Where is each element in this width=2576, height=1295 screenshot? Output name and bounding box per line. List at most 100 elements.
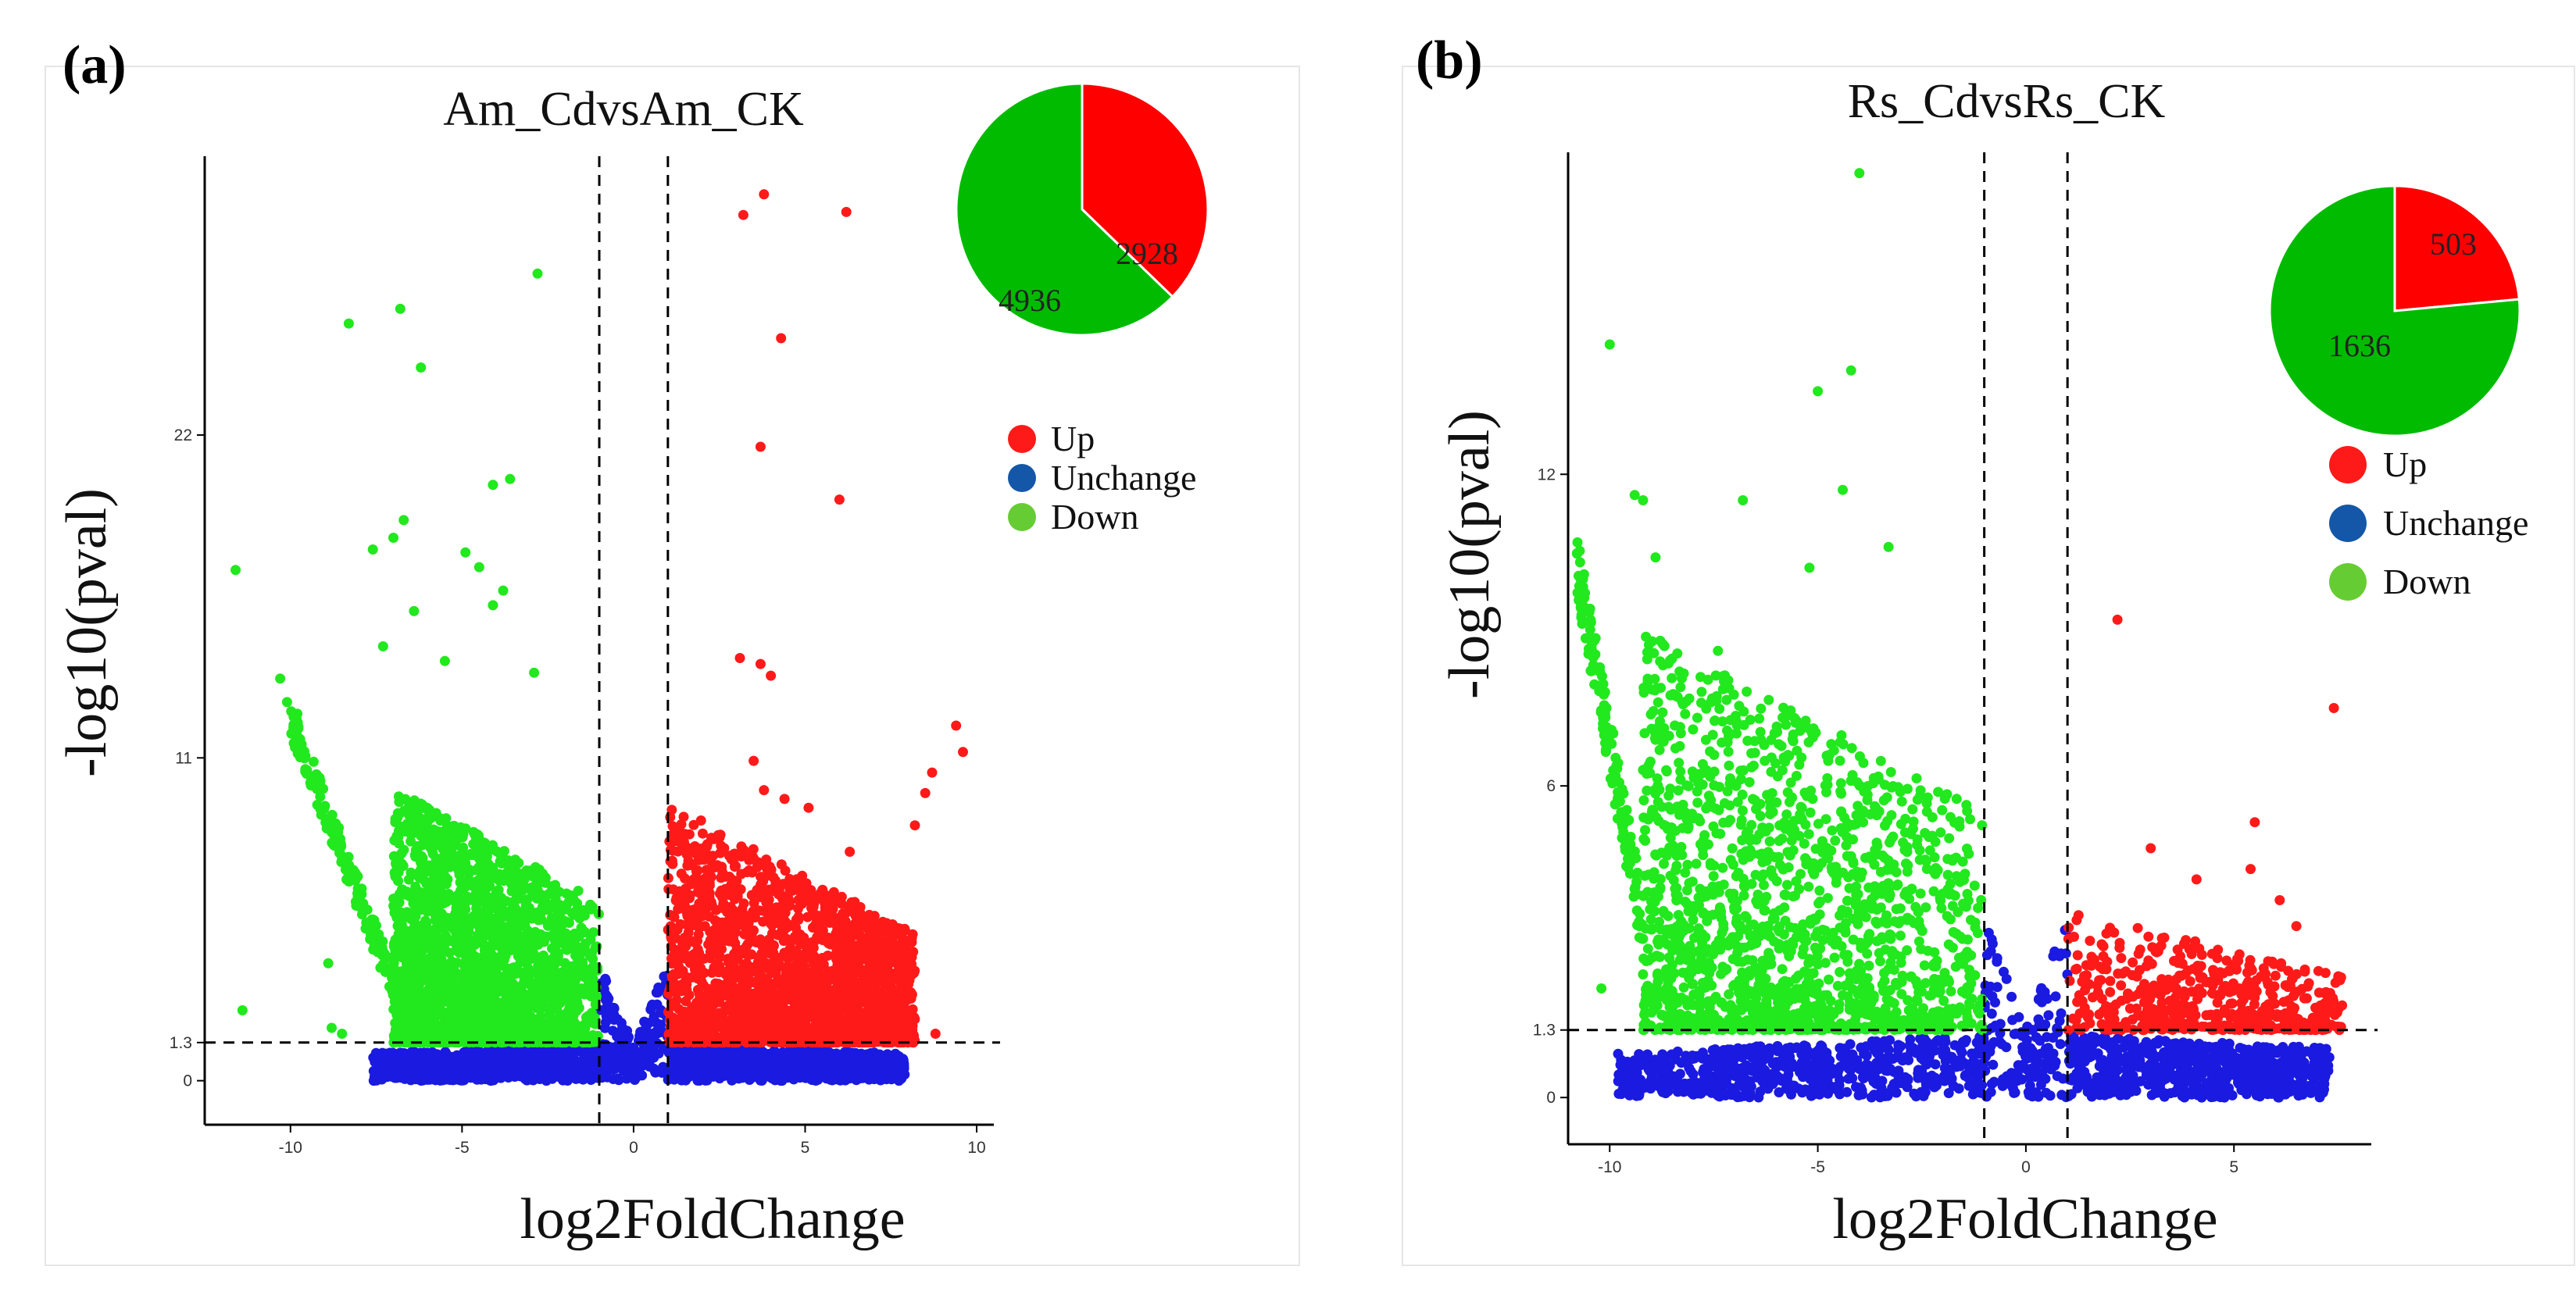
down-point [335, 838, 346, 849]
unchange-point [598, 983, 609, 994]
unchange-point [791, 1047, 802, 1058]
down-point [588, 989, 599, 1000]
down-point [395, 1001, 406, 1012]
down-point [449, 1014, 460, 1025]
down-point [293, 723, 304, 733]
down-point [343, 874, 354, 884]
unchange-point [368, 1076, 379, 1086]
down-point [308, 756, 319, 767]
unchange-point [570, 1073, 581, 1084]
down-point [589, 1016, 600, 1027]
unchange-point [795, 1072, 806, 1083]
down-point [527, 865, 538, 876]
down-point [438, 869, 449, 880]
down-point [406, 798, 417, 809]
down-point [427, 845, 438, 856]
down-point [320, 801, 330, 812]
unchange-point [546, 1061, 557, 1072]
down-point [405, 1029, 416, 1040]
down-point [441, 838, 452, 849]
unchange-point [388, 1064, 398, 1075]
down-point [515, 954, 526, 965]
unchange-point [650, 1067, 661, 1078]
panel-a-points [230, 189, 968, 1086]
unchange-point [745, 1065, 756, 1076]
down-point [300, 764, 311, 775]
unchange-point [411, 1051, 422, 1062]
down-point [546, 887, 557, 897]
down-point [366, 923, 377, 934]
down-point [410, 911, 421, 922]
unchange-point [440, 1047, 451, 1058]
down-point [316, 809, 327, 820]
down-point [495, 849, 506, 860]
down-point [457, 866, 468, 877]
down-point [395, 850, 406, 861]
unchange-point [652, 987, 663, 998]
down-point [465, 913, 476, 924]
down-point [424, 929, 435, 940]
down-point [570, 1022, 581, 1033]
unchange-point [600, 1039, 611, 1050]
down-point [389, 867, 400, 878]
down-point [580, 1023, 591, 1034]
unchange-point [518, 1071, 529, 1082]
unchange-point [890, 1050, 900, 1061]
down-point [584, 903, 595, 914]
down-point [396, 966, 407, 977]
down-point [473, 830, 484, 841]
unchange-point [800, 1051, 811, 1062]
unchange-point [623, 1058, 634, 1068]
down-point [545, 1028, 556, 1039]
unchange-point [704, 1048, 715, 1059]
down-point [516, 1005, 527, 1016]
down-point [423, 1018, 434, 1029]
panel-a-xlabel: log2FoldChange [520, 1187, 905, 1251]
down-point [410, 844, 421, 855]
unchange-point [850, 1070, 861, 1080]
down-point [407, 810, 418, 820]
down-point [485, 986, 496, 997]
down-point [374, 944, 385, 954]
down-point [459, 899, 470, 910]
down-point [506, 897, 517, 908]
down-point [406, 836, 416, 847]
down-point [427, 1004, 438, 1015]
down-point [548, 966, 558, 977]
unchange-point [602, 1072, 613, 1083]
down-point [489, 1008, 500, 1019]
unchange-point [623, 1047, 634, 1058]
unchange-point [454, 1066, 465, 1077]
unchange-point [561, 1058, 571, 1069]
unchange-point [584, 1062, 595, 1073]
unchange-point [825, 1069, 836, 1080]
unchange-point [459, 1047, 470, 1058]
unchange-point [471, 1073, 482, 1084]
down-point [470, 865, 481, 876]
down-point [470, 939, 481, 950]
unchange-point [641, 1021, 652, 1032]
down-point [441, 879, 452, 890]
down-point [432, 972, 443, 983]
down-point [532, 907, 542, 918]
unchange-point [602, 998, 613, 1009]
unchange-point [509, 1054, 520, 1065]
up-point [670, 895, 681, 906]
down-point [412, 988, 423, 999]
unchange-point [834, 1051, 845, 1061]
down-point [408, 979, 419, 990]
down-point [477, 1011, 488, 1022]
unchange-point [656, 1019, 666, 1030]
unchange-point [719, 1066, 730, 1077]
panel-a-ylabel: -log10(pval) [55, 488, 119, 777]
panel-a-label: (a) [63, 35, 127, 95]
down-point [545, 954, 556, 965]
unchange-point [694, 1076, 705, 1086]
down-point [395, 808, 406, 819]
down-point [527, 986, 538, 997]
down-point [459, 983, 470, 994]
unchange-point [625, 1067, 636, 1078]
down-point [505, 987, 516, 998]
down-point [426, 813, 437, 823]
down-point [416, 969, 427, 980]
